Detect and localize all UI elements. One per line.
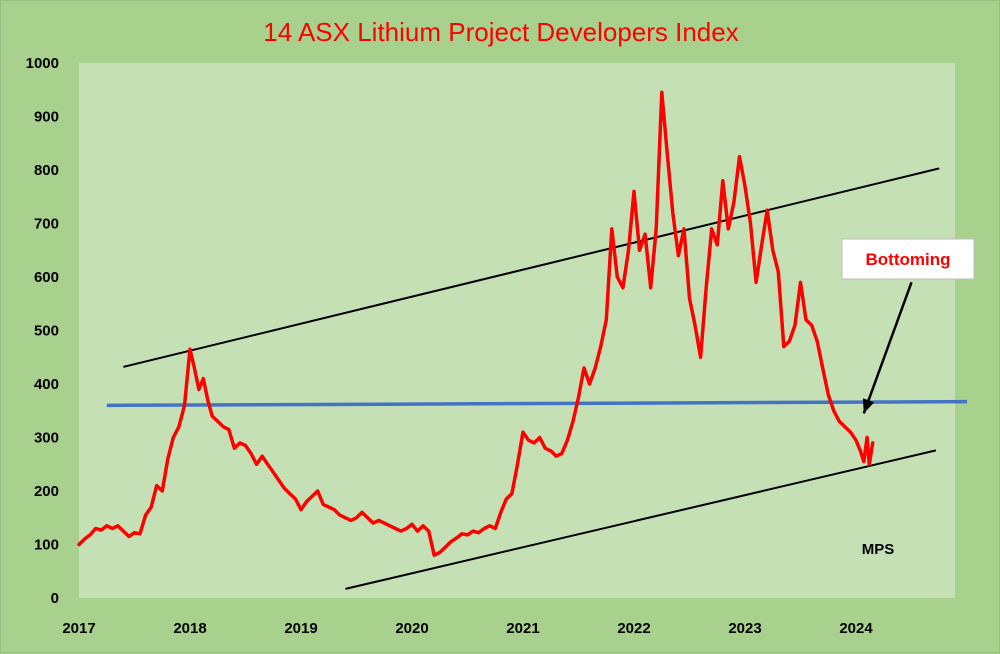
y-tick-label-6: 600 [34, 269, 59, 286]
series-layer [77, 90, 875, 557]
x-axis-ticks: 2017 2018 2019 2020 2021 2022 2023 2024 [62, 620, 873, 637]
horizontal-line [106, 399, 968, 408]
x-tick-label-4: 2021 [506, 620, 539, 637]
y-tick-label-9: 900 [34, 109, 59, 126]
plot-area [79, 63, 955, 598]
callout-arrow-head [862, 398, 875, 414]
y-axis-ticks: 0 100 200 300 400 500 600 700 800 900 1000 [26, 55, 59, 607]
x-tick-label-5: 2022 [617, 620, 650, 637]
y-tick-label-7: 700 [34, 216, 59, 233]
index-series-line-0 [77, 90, 875, 557]
callout-arrow-shaft [862, 281, 913, 414]
y-tick-label-10: 1000 [26, 55, 59, 72]
x-tick-label-7: 2024 [839, 620, 873, 637]
y-tick-label-0: 0 [51, 590, 59, 607]
y-tick-label-3: 300 [34, 430, 59, 447]
reference-lines [106, 167, 968, 590]
x-tick-label-0: 2017 [62, 620, 95, 637]
x-tick-label-2: 2019 [284, 620, 317, 637]
y-tick-label-8: 800 [34, 162, 59, 179]
lower-trend-line [345, 449, 937, 590]
chart-title: 14 ASX Lithium Project Developers Index [263, 17, 738, 47]
callout-group: Bottoming [841, 238, 975, 414]
x-tick-label-3: 2020 [395, 620, 428, 637]
y-tick-label-2: 200 [34, 483, 59, 500]
watermark-label: MPS [862, 541, 895, 558]
callout-label: Bottoming [866, 250, 951, 269]
y-tick-label-1: 100 [34, 537, 59, 554]
upper-trend-line [123, 167, 940, 368]
x-tick-label-1: 2018 [173, 620, 206, 637]
callout-box [841, 238, 975, 280]
y-tick-label-4: 400 [34, 376, 59, 393]
y-tick-label-5: 500 [34, 323, 59, 340]
x-tick-label-6: 2023 [728, 620, 761, 637]
